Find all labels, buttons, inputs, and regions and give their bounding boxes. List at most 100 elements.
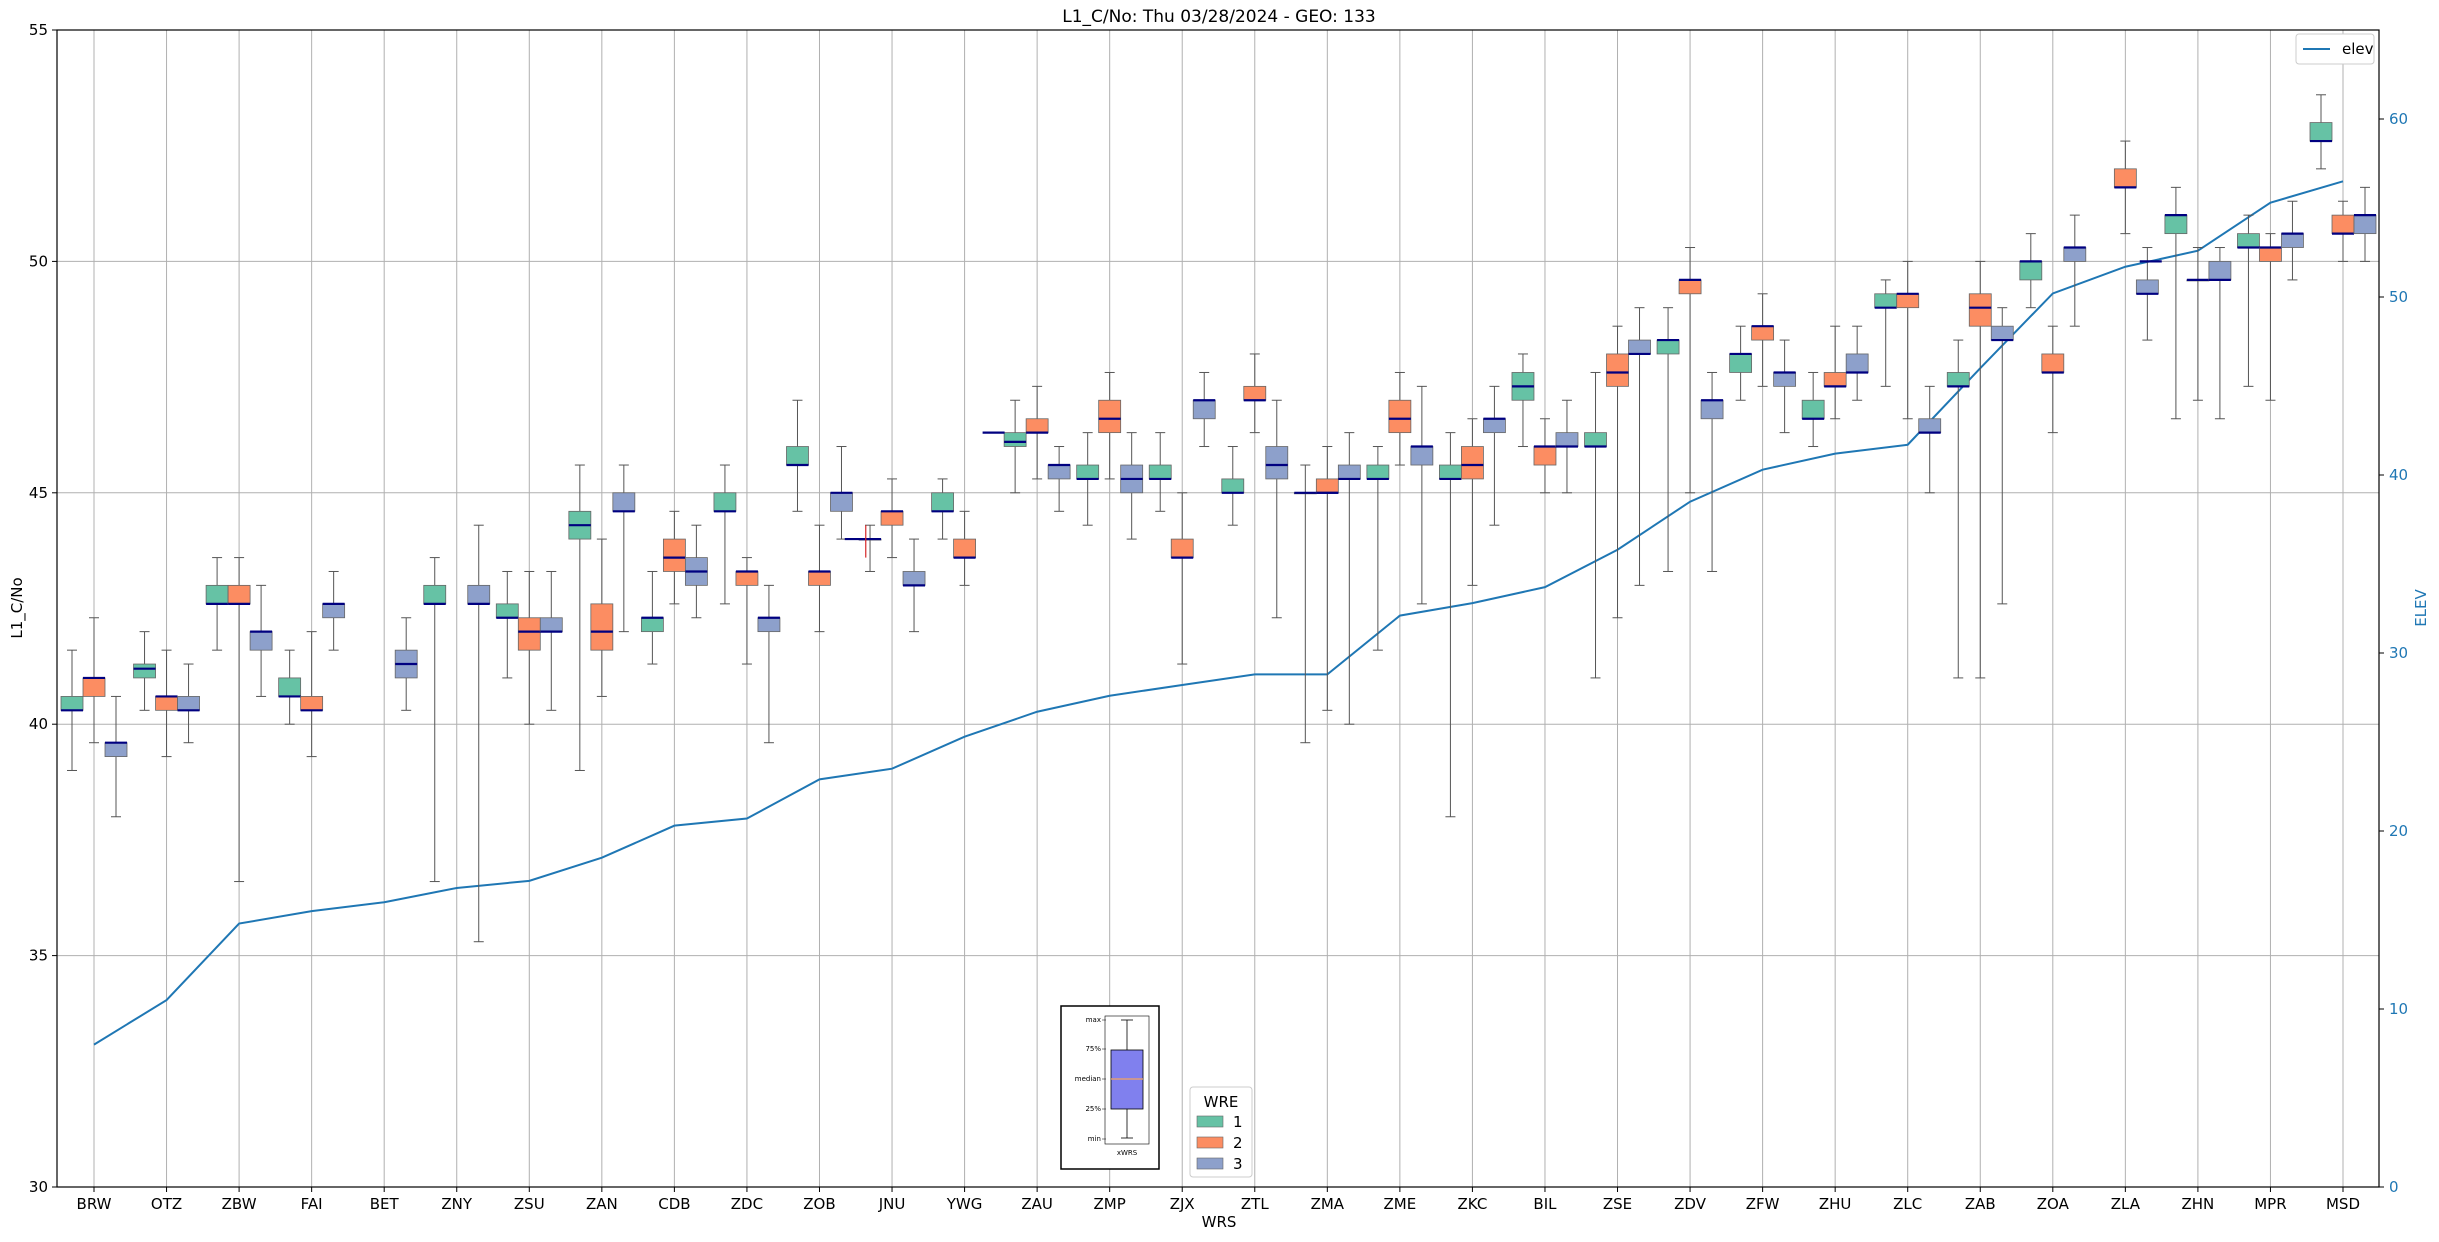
box-wre-2 — [1606, 325, 1629, 619]
y2-tick-label: 60 — [2389, 110, 2408, 128]
box-wre-2 — [1243, 353, 1267, 434]
y-tick-label: 50 — [29, 252, 48, 270]
box-layer — [60, 94, 2377, 943]
box-iqr — [2237, 233, 2260, 248]
wre-legend-label: 1 — [1233, 1113, 1243, 1131]
box-iqr — [880, 510, 904, 526]
box-wre-1 — [931, 478, 954, 540]
x-tick-label: MPR — [2254, 1195, 2286, 1213]
box-iqr — [1990, 325, 2014, 341]
box-wre-2 — [1170, 492, 1194, 665]
box-wre-3 — [1120, 432, 1144, 540]
box-wre-2 — [227, 557, 251, 883]
chart-title: L1_C/No: Thu 03/28/2024 - GEO: 133 — [1062, 7, 1375, 27]
box-iqr — [1729, 353, 1753, 373]
box-iqr — [1751, 325, 1775, 341]
box-wre-1 — [133, 631, 156, 711]
box-iqr — [1366, 464, 1390, 480]
box-wre-2 — [662, 510, 686, 605]
box-wre-1 — [1874, 279, 1898, 387]
y-axis: 30 35 40 45 50 55 — [29, 21, 57, 1196]
y2-tick-label: 20 — [2389, 822, 2408, 840]
box-iqr — [1678, 279, 1702, 295]
box-wre-1 — [2164, 186, 2188, 420]
y2-tick-label: 40 — [2389, 466, 2408, 484]
wre-legend-swatch — [1196, 1157, 1224, 1170]
box-wre-1 — [1801, 371, 1825, 448]
x-tick-label: ZHN — [2182, 1195, 2215, 1213]
box-wre-2 — [1315, 446, 1339, 711]
box-iqr — [2164, 214, 2188, 235]
box-iqr — [1170, 538, 1194, 558]
box-iqr — [1461, 446, 1484, 480]
box-wre-2 — [953, 510, 976, 586]
box-iqr — [300, 696, 324, 711]
x-tick-label: ZHU — [1819, 1195, 1852, 1213]
box-iqr — [735, 571, 759, 586]
wre-legend-title: WRE — [1204, 1093, 1239, 1111]
x-tick-label: BIL — [1533, 1195, 1557, 1213]
x-tick-label: ZBW — [222, 1195, 257, 1213]
box-iqr — [757, 617, 781, 633]
box-wre-3 — [249, 584, 273, 697]
box-iqr — [640, 617, 664, 633]
y2-tick-label: 10 — [2389, 1000, 2408, 1018]
box-wre-1 — [2309, 94, 2333, 170]
box-iqr — [1315, 478, 1339, 494]
box-wre-3 — [322, 570, 346, 651]
box-iqr — [1700, 399, 1724, 420]
box-wre-3 — [1700, 371, 1724, 572]
inset-label: median — [1075, 1075, 1101, 1083]
box-wre-3 — [2353, 186, 2377, 262]
boxplot-key-inset: max 75% median 25% min xWRS — [1060, 1005, 1160, 1170]
y2-axis-label: ELEV — [2412, 588, 2430, 626]
box-wre-2 — [1968, 260, 1992, 679]
box-wre-2 — [1823, 325, 1847, 420]
y2-tick-label: 30 — [2389, 644, 2408, 662]
box-iqr — [227, 584, 251, 605]
box-iqr — [82, 677, 106, 697]
y-tick-label: 40 — [29, 715, 48, 733]
box-wre-3 — [1773, 339, 1797, 434]
box-wre-2 — [82, 617, 106, 744]
x-tick-label: ZMA — [1311, 1195, 1345, 1213]
box-wre-2 — [1461, 418, 1484, 586]
box-iqr — [249, 631, 273, 651]
box-iqr — [1845, 353, 1869, 373]
box-wre-3 — [1410, 385, 1434, 605]
box-iqr — [612, 492, 636, 512]
box-wre-1 — [60, 649, 84, 771]
box-iqr — [495, 603, 519, 619]
box-wre-1 — [495, 570, 519, 679]
box-wre-1 — [713, 464, 737, 605]
box-iqr — [205, 584, 229, 605]
box-iqr — [177, 696, 200, 711]
plot-frame — [56, 29, 2380, 1188]
box-iqr — [104, 742, 128, 757]
box-iqr — [590, 603, 614, 651]
inset-label: 75% — [1085, 1045, 1101, 1053]
box-iqr — [808, 571, 831, 586]
x-tick-label: ZSE — [1603, 1195, 1632, 1213]
box-wre-1 — [1293, 464, 1317, 744]
y2-axis: 0 10 20 30 40 50 60 — [2379, 110, 2408, 1196]
wre-legend-label: 2 — [1233, 1134, 1243, 1152]
box-iqr — [662, 538, 686, 572]
box-iqr — [1221, 478, 1245, 494]
x-tick-label: ZLA — [2111, 1195, 2141, 1213]
box-wre-2 — [1025, 385, 1049, 480]
box-wre-3 — [2135, 247, 2159, 341]
box-iqr — [322, 603, 346, 619]
box-iqr — [1047, 464, 1071, 480]
x-tick-label: YWG — [946, 1195, 983, 1213]
box-iqr — [1946, 372, 1970, 387]
box-iqr — [1801, 399, 1825, 420]
box-iqr — [1388, 399, 1412, 434]
box-wre-1 — [1221, 446, 1245, 526]
inset-label: 25% — [1085, 1105, 1101, 1113]
box-iqr — [1773, 372, 1797, 387]
box-wre-2 — [1678, 247, 1702, 494]
box-wre-3 — [1483, 385, 1506, 526]
box-wre-3 — [2281, 200, 2304, 281]
box-wre-3 — [902, 538, 926, 633]
